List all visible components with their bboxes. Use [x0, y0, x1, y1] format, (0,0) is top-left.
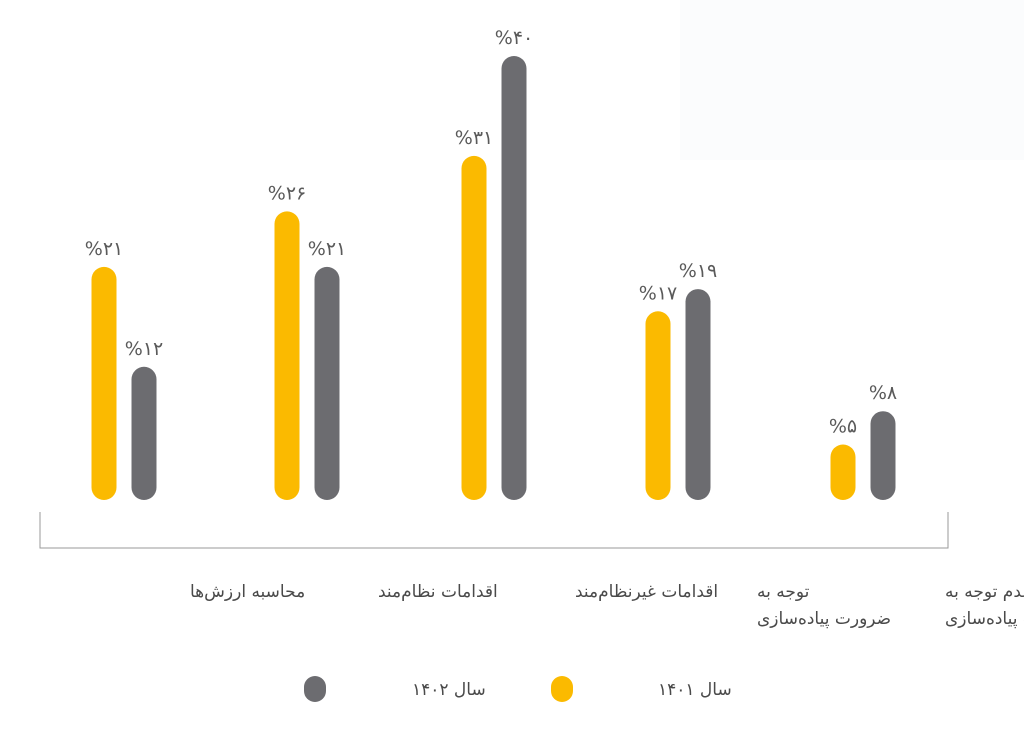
bar-1401-1 — [645, 311, 671, 500]
chart-value-labels: %۵ %۸ %۱۷%۱۹ %۳۱ %۴۰ %۲۶ %۲۱ %۲۱ %۱۲ — [85, 27, 897, 438]
value-label-1401-3: %۲۶ — [268, 182, 306, 204]
value-label-1401-1: %۱۷ — [639, 282, 677, 304]
bar-1402-4 — [131, 366, 157, 500]
category-label-0-line-1: ضرورت پیاده‌سازی — [945, 609, 1024, 629]
value-label-1402-0: %۸ — [869, 382, 897, 404]
axis-frame-line — [39, 512, 949, 549]
bar-1401-4 — [91, 266, 117, 500]
legend-label-1401: سال ۱۴۰۱ — [658, 680, 732, 700]
category-label-4-line-0: محاسبه ارزش‌ها — [190, 582, 305, 602]
bar-1401-2 — [461, 155, 487, 500]
value-label-1402-4: %۱۲ — [125, 338, 163, 360]
category-label-1-line-0: توجه به — [757, 582, 810, 602]
value-label-1401-4: %۲۱ — [85, 238, 123, 260]
chart-bars — [91, 56, 896, 500]
category-label-3-line-0: اقدامات نظام‌مند — [378, 582, 498, 602]
legend-swatch-1401 — [551, 676, 573, 702]
bar-1402-0 — [870, 411, 896, 500]
value-label-1401-0: %۵ — [829, 416, 857, 438]
bar-1402-1 — [685, 289, 711, 500]
bar-1401-0 — [830, 444, 856, 500]
value-label-1401-2: %۳۱ — [455, 127, 493, 149]
value-label-1402-1: %۱۹ — [679, 260, 717, 282]
bar-1402-2 — [501, 56, 527, 500]
category-label-2-line-0: اقدامات غیرنظام‌مند — [575, 582, 718, 602]
background-panel — [680, 0, 1024, 160]
value-label-1402-2: %۴۰ — [495, 27, 533, 49]
legend-label-1402: سال ۱۴۰۲ — [412, 680, 486, 700]
bar-1401-3 — [274, 211, 300, 500]
category-label-0-line-0: عدم توجه به — [945, 582, 1024, 602]
value-label-1402-3: %۲۱ — [308, 238, 346, 260]
category-label-1-line-1: ضرورت پیاده‌سازی — [757, 609, 891, 629]
bar-1402-3 — [314, 266, 340, 500]
chart-legend: سال ۱۴۰۱ سال ۱۴۰۲ — [304, 676, 732, 702]
legend-swatch-1402 — [304, 676, 326, 702]
chart-frame — [39, 512, 949, 549]
chart-category-labels: عدم توجه به ضرورت پیاده‌سازی توجه به ضرورت … — [190, 582, 1024, 629]
